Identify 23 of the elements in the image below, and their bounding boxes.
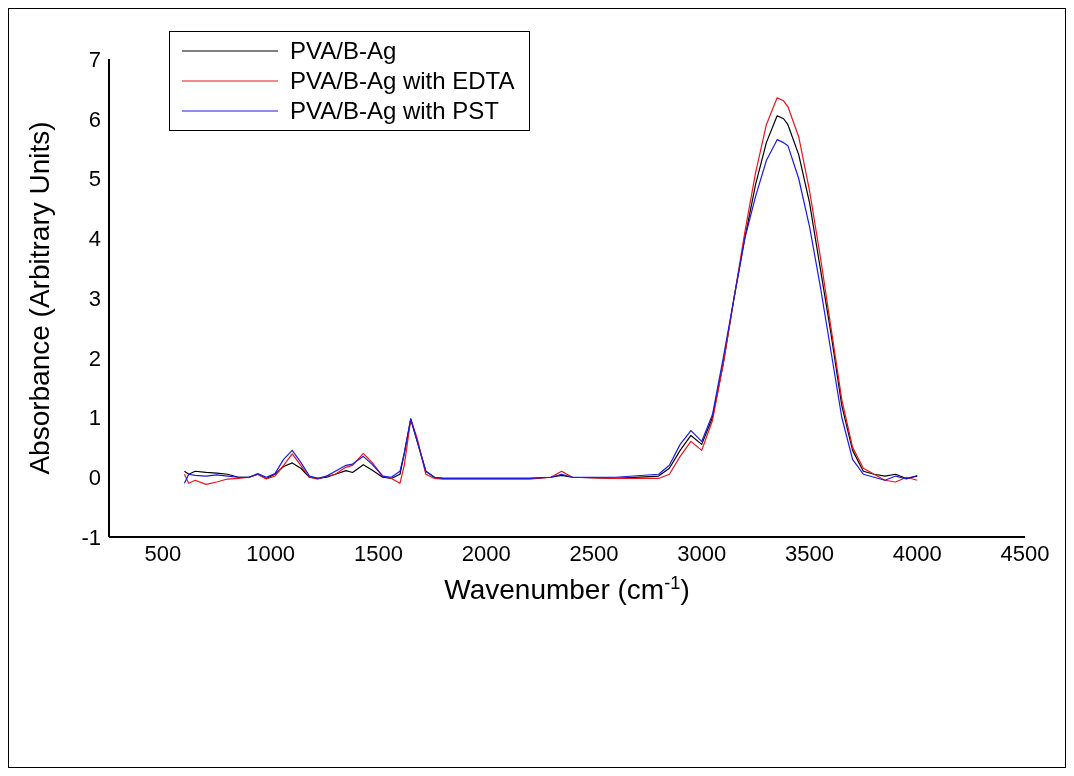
legend-label: PVA/B-Ag [290, 36, 397, 66]
x-tick-label: 1500 [353, 540, 403, 566]
x-tick-label: 3500 [784, 540, 834, 566]
x-tick-label: 3000 [677, 540, 727, 566]
x-tick-label: 2500 [569, 540, 619, 566]
y-tick-label: 4 [88, 226, 101, 252]
y-tick-label: 0 [88, 465, 101, 491]
legend-label: PVA/B-Ag with EDTA [290, 66, 515, 96]
y-tick-label: 2 [88, 345, 101, 371]
x-tick-label: 500 [144, 540, 182, 566]
x-tick-label: 1000 [246, 540, 296, 566]
legend-label: PVA/B-Ag with PST [290, 96, 499, 126]
x-tick-label: 4000 [892, 540, 942, 566]
y-tick-label: 6 [88, 106, 101, 132]
y-tick-label: 5 [88, 166, 101, 192]
y-axis-title: Absorbance (Arbitrary Units) [24, 121, 55, 475]
y-tick-label: 1 [88, 405, 101, 431]
y-tick-label: 3 [88, 285, 101, 311]
y-tick-label: -1 [81, 524, 101, 550]
x-tick-label: 4500 [1000, 540, 1050, 566]
x-tick-label: 2000 [461, 540, 511, 566]
y-tick-label: 7 [88, 46, 101, 72]
x-axis-title: Wavenumber (cm$^{-1}$) [444, 573, 690, 605]
